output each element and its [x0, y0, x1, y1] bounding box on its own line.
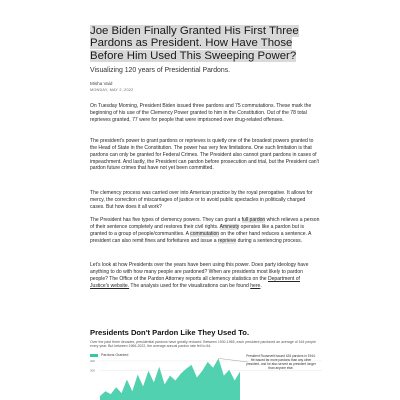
doj-website-link[interactable]: Department of Justice's website. — [90, 275, 300, 289]
paragraph-3: The clemency process was carried over in… — [90, 190, 320, 211]
p4-part-a: The President has five types of clemency… — [90, 217, 242, 223]
paragraph-5-text: Let's look at how Presidents over the ye… — [90, 262, 320, 289]
chart-legend: Pardons Granted — [90, 353, 128, 357]
paragraph-4: The President has five types of clemency… — [90, 217, 320, 244]
p4-part-e: during a sentencing process. — [236, 237, 303, 244]
pardons-area — [100, 358, 240, 400]
paragraph-1-text: On Tuesday Morning, President Biden issu… — [90, 103, 312, 123]
p5-part-c: . — [260, 282, 262, 289]
publish-date: MONDAY, MAY 2, 2022 — [90, 88, 134, 92]
paragraph-2-text: The president's power to grant pardons o… — [90, 138, 319, 172]
paragraph-3-text: The clemency process was carried over in… — [90, 190, 313, 210]
chart-annotation: President Roosevelt issued 426 pardons i… — [246, 354, 316, 370]
headline-text: Joe Biden Finally Granted His First Thre… — [90, 25, 299, 62]
paragraph-4-text: The President has five types of clemency… — [90, 217, 320, 244]
chart-title: Presidents Don't Pardon Like They Used T… — [90, 328, 250, 337]
p4-part-c: operates like a pardon but is granted to… — [90, 223, 305, 237]
term-commutation[interactable]: commutation — [190, 230, 220, 237]
p4-part-d: on the other hand reduces a sentence. A … — [90, 230, 312, 244]
legend-swatch — [90, 353, 98, 357]
paragraph-1: On Tuesday Morning, President Biden issu… — [90, 103, 320, 124]
paragraph-5: Let's look at how Presidents over the ye… — [90, 262, 320, 289]
p5-part-a: Let's look at how Presidents over the ye… — [90, 262, 309, 282]
annotation-leader-line — [218, 358, 249, 363]
article-subtitle: Visualizing 120 years of Presidential Pa… — [90, 67, 231, 74]
paragraph-2: The president's power to grant pardons o… — [90, 138, 320, 172]
analysis-link[interactable]: here — [250, 282, 261, 289]
term-reprieve[interactable]: reprieve — [217, 237, 237, 244]
legend-label: Pardons Granted — [101, 353, 129, 357]
chart-subtitle: Over the past three decades, presidentia… — [90, 340, 316, 349]
y-tick-label: 400 — [90, 359, 95, 363]
p4-part-b: which relieves a person of their sentenc… — [90, 217, 320, 230]
author-name[interactable]: Misha Vaid — [90, 81, 113, 86]
pardons-area-chart: 400 300 — [90, 358, 322, 400]
term-amnesty[interactable]: Amnesty — [219, 223, 240, 230]
y-tick-label: 300 — [90, 369, 95, 373]
term-full-pardon[interactable]: full pardon — [241, 217, 266, 223]
chart-y-labels: 400 300 — [90, 359, 95, 373]
article-headline: Joe Biden Finally Granted His First Thre… — [90, 25, 322, 62]
p5-part-b: The analysis used for the visualizations… — [129, 282, 251, 289]
